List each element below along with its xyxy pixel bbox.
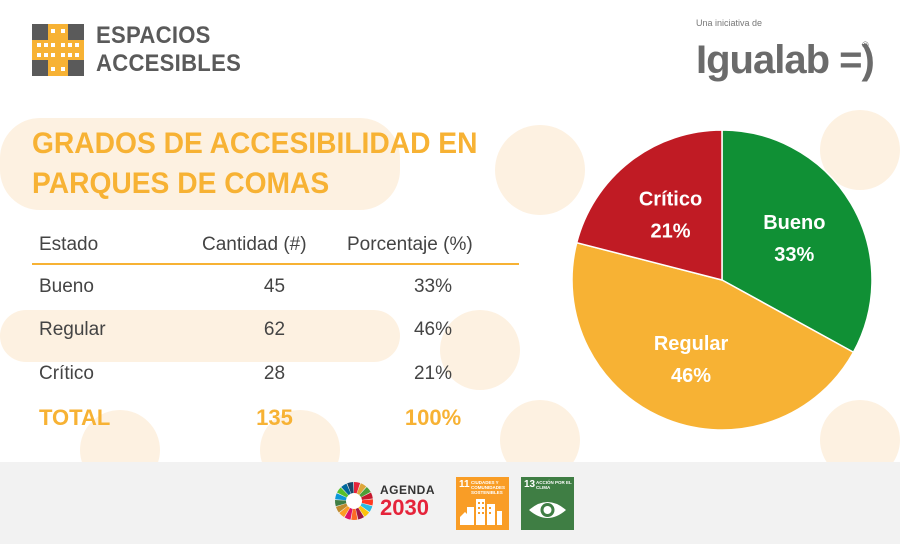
espacios-accesibles-logo: ESPACIOS ACCESIBLES: [32, 22, 254, 78]
agenda-label: AGENDA: [380, 483, 436, 497]
pie-slice-regular: [571, 241, 855, 431]
pie-label: Bueno: [763, 212, 825, 234]
sdg-13-badge: 13 ACCIÓN POR EL CLIMA: [521, 477, 574, 530]
header-porcentaje: Porcentaje (%): [347, 226, 519, 265]
sdg-11-label: CIUDADES Y COMUNIDADES SOSTENIBLES: [471, 480, 506, 495]
page-title: GRADOS DE ACCESIBILIDAD EN PARQUES DE CO…: [32, 127, 478, 200]
agenda-year: 2030: [380, 495, 429, 520]
pie-slice-bueno: [721, 129, 873, 354]
table-row: Bueno 45 33%: [32, 264, 519, 308]
agenda-2030-logo: AGENDA 2030: [334, 481, 435, 521]
logo-line-1: ESPACIOS: [96, 22, 211, 49]
sdg-13-label: ACCIÓN POR EL CLIMA: [536, 480, 572, 490]
pie-slice-cr-tico: [575, 129, 723, 281]
total-cantidad: 135: [256, 405, 293, 430]
cell-cantidad: 45: [263, 275, 286, 297]
header-estado: Estado: [32, 226, 202, 265]
pie-value-label: 21%: [651, 221, 691, 243]
cell-estado: Regular: [39, 319, 106, 340]
logo-line-2: ACCESIBLES: [96, 50, 242, 77]
cell-porcentaje: 21%: [413, 363, 453, 384]
table-header-row: Estado Cantidad (#) Porcentaje (%): [32, 226, 519, 265]
cell-estado: Crítico: [39, 363, 94, 384]
table-row: Crítico 28 21%: [32, 352, 519, 396]
cell-porcentaje: 33%: [413, 275, 453, 297]
pie-label: Crítico: [639, 189, 702, 211]
climate-eye-icon: [529, 502, 566, 518]
table-row: Regular 62 46%: [32, 308, 519, 352]
accessibility-grid-icon: [32, 24, 84, 76]
cell-cantidad: 62: [263, 319, 286, 340]
cell-cantidad: 28: [263, 363, 286, 384]
pie-value-label: 33%: [774, 244, 814, 266]
total-label: TOTAL: [39, 405, 111, 430]
pie-label: Regular: [654, 333, 729, 355]
total-porcentaje: 100%: [404, 405, 462, 430]
header-cantidad: Cantidad (#): [202, 226, 347, 265]
sdg-11-number: 11: [459, 479, 470, 490]
city-buildings-icon: [460, 499, 502, 525]
pie-value-label: 46%: [671, 365, 711, 387]
sdg-13-number: 13: [524, 479, 536, 490]
sdg-11-badge: 11 CIUDADES Y COMUNIDADES SOSTENIBLES: [456, 477, 509, 530]
igualab-logo: Una iniciativa de Igualab =) ®: [696, 18, 875, 82]
cell-porcentaje: 46%: [413, 319, 453, 340]
initiative-label: Una iniciativa de: [696, 18, 763, 28]
footer-bar: [0, 462, 900, 544]
cell-estado: Bueno: [39, 275, 94, 297]
data-table: Estado Cantidad (#) Porcentaje (%) Bueno…: [32, 226, 519, 440]
pie-chart: Bueno 33% Regular 46% Crítico 21%: [571, 129, 873, 431]
table-total-row: TOTAL 135 100%: [32, 396, 519, 440]
wheel-segment: [351, 501, 358, 520]
brand-name: Igualab =): [696, 38, 875, 82]
registered-mark: ®: [862, 40, 869, 50]
sdg-wheel-icon: [335, 482, 373, 520]
